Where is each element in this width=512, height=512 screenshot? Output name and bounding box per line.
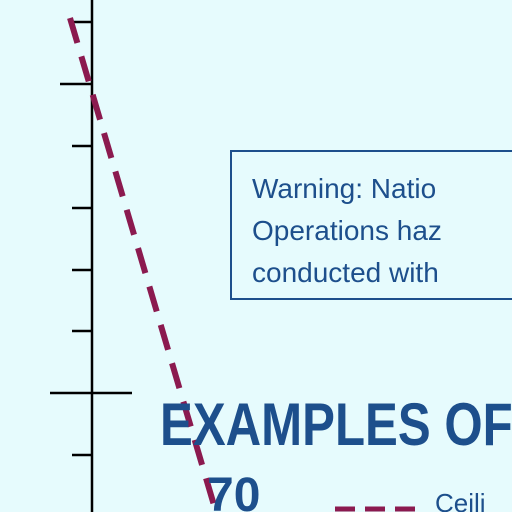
legend: Ceili	[335, 486, 512, 512]
warning-line: Warning: Natio	[252, 173, 437, 204]
warning-box: Warning: Natio Operations haz conducted …	[230, 150, 512, 300]
warning-line: Operations haz	[252, 215, 442, 246]
warning-line: conducted with	[252, 257, 439, 288]
examples-heading: EXAMPLES OF	[160, 391, 512, 458]
y-tick-label: 70	[207, 469, 261, 512]
legend-swatch	[335, 506, 425, 512]
series-line-ceiling	[67, 17, 219, 512]
legend-label: Ceili	[435, 488, 486, 512]
